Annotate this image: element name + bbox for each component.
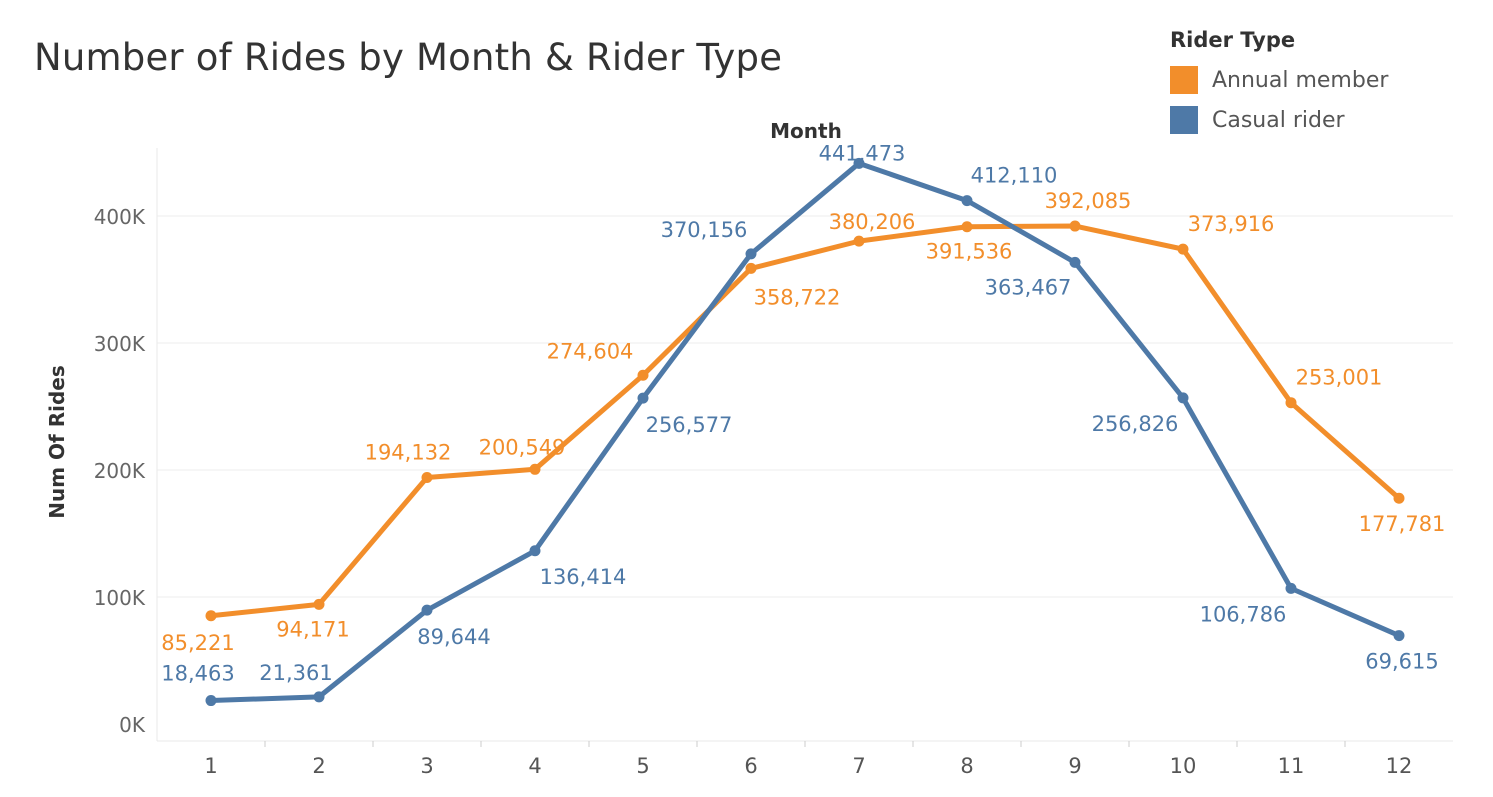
- legend-label-casual-rider: Casual rider: [1212, 107, 1345, 133]
- y-axis-title: Num Of Rides: [45, 365, 69, 519]
- data-point-casual-rider: [313, 691, 325, 703]
- data-point-casual-rider: [421, 604, 433, 616]
- data-point-casual-rider: [745, 248, 757, 260]
- x-tick-label: 2: [312, 754, 325, 778]
- data-label-casual-rider: 370,156: [661, 218, 748, 242]
- y-tick-label: 100K: [94, 586, 146, 610]
- x-tick-label: 9: [1068, 754, 1081, 778]
- x-tick-label: 1: [204, 754, 217, 778]
- data-label-casual-rider: 18,463: [161, 662, 234, 686]
- data-point-casual-rider: [529, 545, 541, 557]
- y-tick-label: 400K: [94, 205, 146, 229]
- y-tick-label: 0K: [119, 713, 146, 737]
- x-tick-label: 10: [1170, 754, 1197, 778]
- series-line-casual-rider: [208, 160, 1402, 704]
- data-label-casual-rider: 363,467: [985, 275, 1072, 299]
- data-label-annual-member: 391,536: [926, 240, 1013, 264]
- y-tick-label: 300K: [94, 332, 146, 356]
- data-point-annual-member: [529, 463, 541, 475]
- data-point-casual-rider: [637, 392, 649, 404]
- data-label-annual-member: 373,916: [1188, 212, 1275, 236]
- x-axis-title: Month: [770, 119, 842, 143]
- x-tick-label: 6: [744, 754, 757, 778]
- data-point-annual-member: [853, 235, 865, 247]
- data-label-casual-rider: 106,786: [1200, 602, 1287, 626]
- legend-swatch-annual-member: [1170, 66, 1198, 94]
- data-label-casual-rider: 21,361: [259, 661, 332, 685]
- data-label-casual-rider: 69,615: [1365, 650, 1438, 674]
- data-point-annual-member: [1393, 492, 1405, 504]
- legend-title: Rider Type: [1170, 28, 1296, 52]
- data-point-annual-member: [313, 598, 325, 610]
- x-tick-label: 12: [1386, 754, 1413, 778]
- legend: Rider Type Annual member Casual rider: [1170, 28, 1388, 140]
- data-point-annual-member: [961, 221, 973, 233]
- data-point-casual-rider: [1393, 630, 1405, 642]
- data-label-annual-member: 177,781: [1359, 512, 1446, 536]
- data-label-casual-rider: 256,826: [1092, 412, 1179, 436]
- x-tick-label: 8: [960, 754, 973, 778]
- data-label-annual-member: 85,221: [161, 631, 234, 655]
- x-tick-label: 7: [852, 754, 865, 778]
- data-label-casual-rider: 412,110: [971, 164, 1058, 188]
- legend-label-annual-member: Annual member: [1212, 67, 1389, 93]
- data-point-annual-member: [637, 369, 649, 381]
- data-label-annual-member: 392,085: [1045, 189, 1132, 213]
- data-label-annual-member: 200,549: [479, 435, 566, 459]
- y-tick-label: 200K: [94, 459, 146, 483]
- data-label-annual-member: 380,206: [829, 210, 916, 234]
- legend-item-annual-member[interactable]: Annual member: [1170, 60, 1388, 100]
- data-label-annual-member: 274,604: [547, 339, 634, 363]
- data-point-casual-rider: [853, 157, 865, 169]
- data-label-casual-rider: 89,644: [417, 625, 490, 649]
- x-tick-label: 4: [528, 754, 541, 778]
- legend-swatch-casual-rider: [1170, 106, 1198, 134]
- x-tick-label: 5: [636, 754, 649, 778]
- data-point-casual-rider: [1177, 392, 1189, 404]
- x-tick-label: 11: [1278, 754, 1305, 778]
- data-label-annual-member: 358,722: [754, 285, 841, 309]
- data-point-annual-member: [1285, 397, 1297, 409]
- chart-title: Number of Rides by Month & Rider Type: [34, 36, 783, 79]
- data-label-casual-rider: 256,577: [646, 413, 733, 437]
- data-point-casual-rider: [205, 695, 217, 707]
- legend-item-casual-rider[interactable]: Casual rider: [1170, 100, 1388, 140]
- data-point-annual-member: [205, 610, 217, 622]
- data-point-casual-rider: [961, 195, 973, 207]
- data-point-annual-member: [421, 471, 433, 483]
- data-point-annual-member: [1177, 243, 1189, 255]
- data-label-annual-member: 253,001: [1296, 366, 1383, 390]
- data-label-casual-rider: 136,414: [540, 565, 627, 589]
- data-label-casual-rider: 441,473: [819, 141, 906, 165]
- data-point-casual-rider: [1285, 582, 1297, 594]
- data-point-casual-rider: [1069, 256, 1081, 268]
- data-point-annual-member: [745, 262, 757, 274]
- data-point-annual-member: [1069, 220, 1081, 232]
- series-line-annual-member: [208, 223, 1402, 619]
- data-label-annual-member: 94,171: [276, 617, 349, 641]
- data-label-annual-member: 194,132: [365, 440, 452, 464]
- x-tick-label: 3: [420, 754, 433, 778]
